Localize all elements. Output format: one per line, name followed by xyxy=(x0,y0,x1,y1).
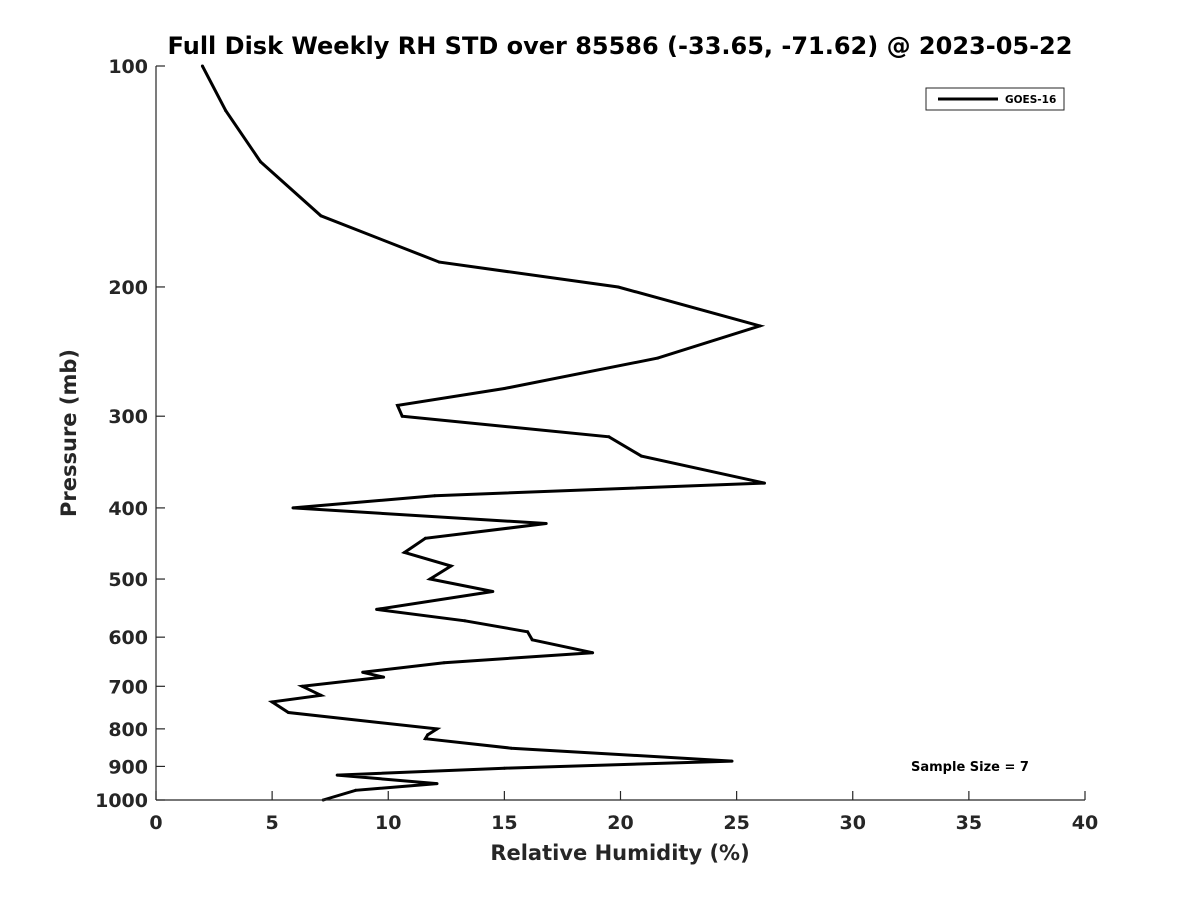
data-point xyxy=(509,746,513,750)
data-point xyxy=(758,324,762,328)
sample-size-annotation: Sample Size = 7 xyxy=(911,760,1029,775)
data-point xyxy=(400,414,404,418)
data-point xyxy=(449,564,453,568)
x-tick-label: 0 xyxy=(149,812,162,834)
data-point xyxy=(354,788,358,792)
x-tick-label: 20 xyxy=(607,812,633,834)
data-point xyxy=(319,214,323,218)
data-point xyxy=(270,700,274,704)
y-tick-label: 100 xyxy=(108,56,148,78)
x-tick-label: 15 xyxy=(491,812,517,834)
data-point xyxy=(502,387,506,390)
data-point xyxy=(259,160,262,164)
data-point xyxy=(335,773,339,777)
data-point xyxy=(526,630,530,634)
x-axis-label: Relative Humidity (%) xyxy=(490,841,749,865)
y-tick-label: 1000 xyxy=(95,790,148,812)
y-ticks: 100 200 300 400 500 600 700 800 900 1000 xyxy=(95,56,165,812)
x-tick-label: 10 xyxy=(375,812,401,834)
data-point xyxy=(591,651,595,655)
data-point xyxy=(607,435,611,439)
plot-area xyxy=(200,64,766,802)
y-tick-label: 300 xyxy=(108,406,148,428)
data-point xyxy=(423,737,427,741)
legend: GOES-16 xyxy=(925,87,1065,111)
data-point xyxy=(491,590,495,593)
x-tick-label: 5 xyxy=(266,812,279,834)
data-point xyxy=(375,607,379,611)
data-point xyxy=(435,727,439,731)
x-tick-label: 25 xyxy=(723,812,749,834)
y-tick-label: 200 xyxy=(108,277,148,299)
chart-title: Full Disk Weekly RH STD over 85586 (-33.… xyxy=(168,32,1073,60)
x-tick-label: 40 xyxy=(1072,812,1098,834)
data-point xyxy=(544,522,548,525)
y-axis-label: Pressure (mb) xyxy=(57,349,81,517)
data-point xyxy=(361,670,365,674)
data-point xyxy=(435,782,439,786)
data-point xyxy=(428,577,432,581)
data-point xyxy=(224,109,228,113)
data-point xyxy=(656,356,660,360)
data-point xyxy=(291,506,295,510)
data-point xyxy=(639,454,643,458)
data-point xyxy=(730,759,734,763)
y-tick-label: 400 xyxy=(108,498,148,520)
data-point xyxy=(382,675,386,679)
data-point xyxy=(502,766,506,770)
data-point xyxy=(423,536,427,540)
y-tick-label: 700 xyxy=(108,676,148,698)
y-tick-label: 800 xyxy=(108,719,148,741)
data-point xyxy=(396,403,399,407)
y-tick-label: 900 xyxy=(108,756,148,778)
legend-label-goes-16: GOES-16 xyxy=(1005,94,1056,106)
data-point xyxy=(463,619,467,623)
x-ticks: 0 5 10 15 20 25 30 35 40 xyxy=(149,791,1098,834)
data-point xyxy=(319,693,323,697)
data-point xyxy=(403,551,406,554)
data-point xyxy=(433,494,437,498)
y-tick-label: 500 xyxy=(108,569,148,591)
x-tick-label: 35 xyxy=(956,812,982,834)
data-point xyxy=(300,684,304,688)
x-tick-label: 30 xyxy=(840,812,866,834)
data-point xyxy=(616,285,620,289)
data-point xyxy=(286,711,290,714)
axes: 0 5 10 15 20 25 30 35 40 100 200 300 400 500 600 700 80… xyxy=(95,56,1098,834)
data-point xyxy=(530,638,534,642)
data-point xyxy=(200,64,204,68)
y-tick-label: 600 xyxy=(108,627,148,649)
data-point xyxy=(437,260,441,264)
data-point xyxy=(442,661,446,665)
data-point xyxy=(763,481,766,485)
data-point xyxy=(426,733,430,737)
